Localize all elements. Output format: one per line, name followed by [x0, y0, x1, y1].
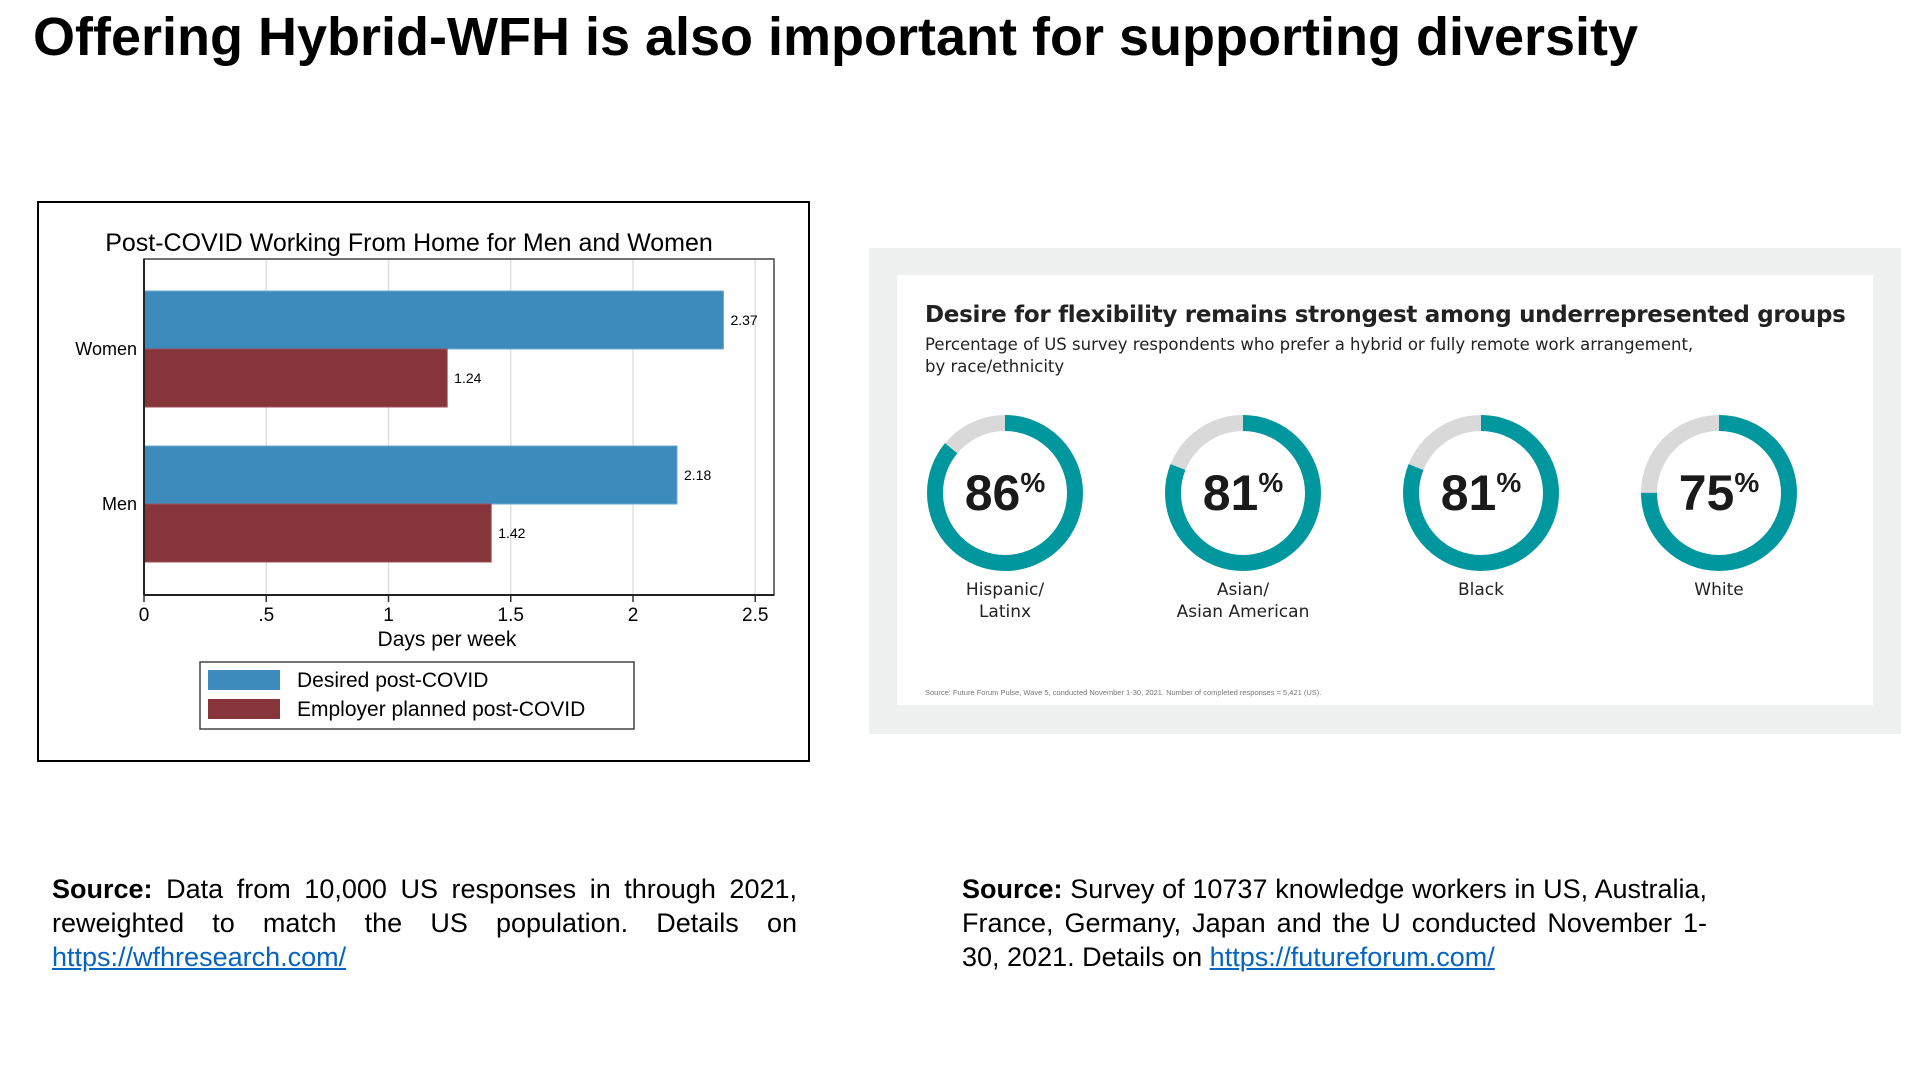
- donut-charts: 86% Hispanic/Latinx 81% Asian/Asian America…: [927, 415, 1797, 622]
- donut-panel-subtitle: by race/ethnicity: [925, 357, 1065, 376]
- donut-value-arc: [927, 415, 1083, 571]
- category-label: Men: [102, 494, 137, 514]
- bar-value-label: 2.18: [684, 467, 711, 483]
- source-text: Data from 10,000 US responses in through…: [52, 874, 797, 938]
- donut-category-label: White: [1694, 580, 1743, 600]
- donut-category-label: Hispanic/: [966, 580, 1044, 600]
- percent-unit: %: [1734, 467, 1759, 498]
- percent-unit: %: [1020, 467, 1045, 498]
- donut-percent-label: 75%: [1679, 465, 1760, 521]
- donut-value-arc: [1641, 415, 1797, 571]
- legend-swatch: [208, 699, 280, 719]
- donut-value-arc: [1165, 415, 1321, 571]
- donut-value-arc: [1403, 415, 1559, 571]
- percent-unit: %: [1496, 467, 1521, 498]
- bar-desired: [143, 290, 724, 350]
- legend-label: Employer planned post-COVID: [297, 698, 585, 721]
- donut-panel-subtitle: Percentage of US survey respondents who …: [925, 335, 1694, 354]
- bar-value-label: 2.37: [730, 312, 757, 328]
- percent-number: 75: [1679, 465, 1735, 521]
- x-tick-label: 1.5: [498, 605, 524, 626]
- donut-percent-label: 81%: [1441, 465, 1522, 521]
- x-tick-label: 0: [139, 605, 150, 626]
- x-tick-label: 2: [628, 605, 639, 626]
- bar-chart: Post-COVID Working From Home for Men and…: [75, 229, 775, 730]
- source-text: Survey of 10737 knowledge workers in US,…: [962, 874, 1707, 972]
- source-label: Source:: [52, 874, 153, 904]
- slide-title: Offering Hybrid-WFH is also important fo…: [33, 7, 1639, 67]
- wfhresearch-link[interactable]: https://wfhresearch.com/: [52, 942, 347, 972]
- bar-desired: [143, 445, 678, 505]
- percent-number: 81: [1203, 465, 1259, 521]
- category-label: Women: [75, 339, 137, 359]
- x-tick-label: .5: [258, 605, 274, 626]
- bar-chart-frame: [37, 201, 810, 762]
- legend-swatch: [208, 670, 280, 690]
- x-tick-label: 2.5: [742, 605, 768, 626]
- donut-percent-label: 81%: [1203, 465, 1284, 521]
- left-source-note: Source: Data from 10,000 US responses in…: [52, 872, 797, 974]
- donut-category-label: Asian American: [1177, 602, 1310, 622]
- donut-panel-title: Desire for flexibility remains strongest…: [925, 302, 1846, 328]
- bar-value-label: 1.42: [498, 525, 525, 541]
- bar-value-label: 1.24: [454, 370, 481, 386]
- percent-unit: %: [1258, 467, 1283, 498]
- donut-category-label: Latinx: [979, 602, 1031, 622]
- chart-title: Post-COVID Working From Home for Men and…: [105, 229, 713, 257]
- percent-number: 81: [1441, 465, 1497, 521]
- donut-panel-source: Source: Future Forum Pulse, Wave 5, cond…: [925, 688, 1322, 697]
- source-label: Source:: [962, 874, 1063, 904]
- bar-planned: [143, 503, 492, 563]
- donut-category-label: Asian/: [1217, 580, 1269, 600]
- bar-planned: [143, 348, 448, 408]
- donut-percent-label: 86%: [965, 465, 1046, 521]
- donut-category-label: Black: [1458, 580, 1504, 600]
- x-tick-label: 1: [383, 605, 394, 626]
- x-axis-label: Days per week: [378, 628, 517, 651]
- legend-label: Desired post-COVID: [297, 669, 488, 692]
- percent-number: 86: [965, 465, 1021, 521]
- right-source-note: Source: Survey of 10737 knowledge worker…: [962, 872, 1707, 974]
- donut-panel: [897, 275, 1873, 705]
- futureforum-link[interactable]: https://futureforum.com/: [1209, 942, 1495, 972]
